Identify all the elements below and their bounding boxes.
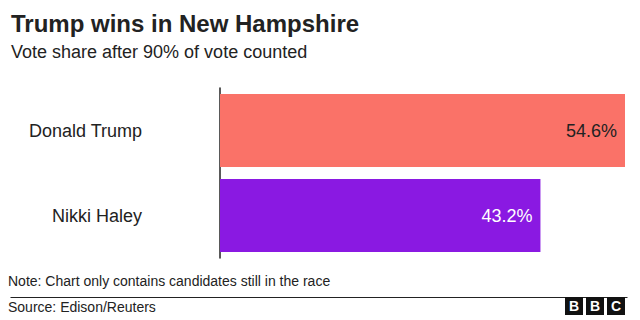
- svg-text:43.2%: 43.2%: [481, 206, 532, 226]
- svg-text:Nikki Haley: Nikki Haley: [52, 206, 142, 226]
- svg-text:Donald Trump: Donald Trump: [29, 121, 142, 141]
- svg-text:C: C: [611, 298, 621, 314]
- svg-text:54.6%: 54.6%: [566, 121, 617, 141]
- svg-text:Note: Chart only contains cand: Note: Chart only contains candidates sti…: [8, 273, 330, 289]
- svg-text:Vote share after 90% of vote c: Vote share after 90% of vote counted: [11, 42, 307, 62]
- svg-text:Trump wins in New Hampshire: Trump wins in New Hampshire: [11, 10, 359, 37]
- svg-text:B: B: [590, 298, 600, 314]
- svg-text:B: B: [569, 298, 579, 314]
- svg-text:Source: Edison/Reuters: Source: Edison/Reuters: [8, 299, 156, 315]
